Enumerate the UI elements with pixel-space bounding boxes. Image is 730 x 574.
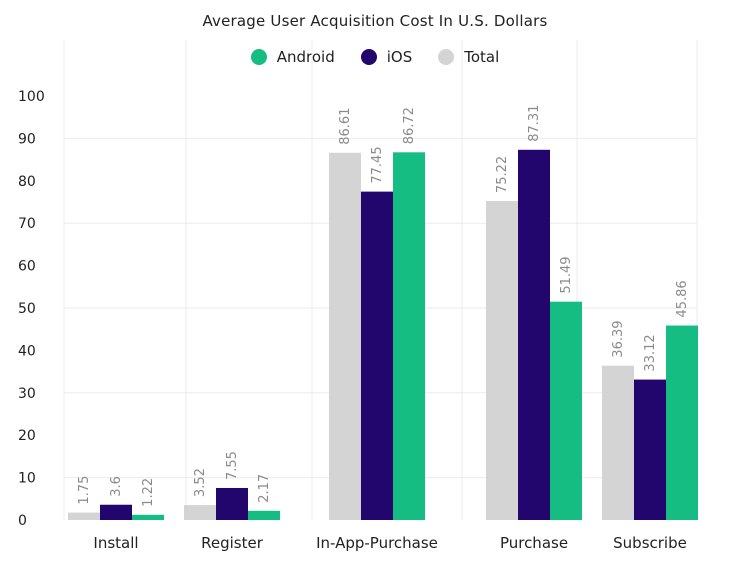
x-tick-label: In-App-Purchase — [316, 534, 438, 552]
bar-total-install — [68, 512, 100, 520]
y-tick-label: 90 — [18, 131, 36, 147]
data-label: 2.17 — [257, 474, 272, 503]
chart-title: Average User Acquisition Cost In U.S. Do… — [202, 12, 548, 30]
data-label: 33.12 — [643, 334, 658, 371]
data-label: 86.72 — [402, 107, 417, 144]
data-label: 3.52 — [193, 468, 208, 497]
y-tick-label: 100 — [18, 89, 45, 105]
data-label: 86.61 — [338, 108, 353, 145]
legend: Android iOS Total — [0, 48, 730, 66]
data-label: 77.45 — [370, 146, 385, 183]
data-label: 51.49 — [559, 256, 574, 293]
legend-label-android: Android — [276, 48, 335, 66]
data-label: 3.6 — [109, 476, 124, 497]
y-tick-label: 70 — [18, 216, 36, 232]
legend-swatch-ios — [360, 49, 377, 65]
legend-label-ios: iOS — [386, 48, 413, 66]
legend-label-total: Total — [464, 48, 500, 66]
bar-total-purchase — [486, 201, 518, 520]
legend-swatch-total — [438, 49, 455, 65]
bar-total-in-app-purchase — [329, 152, 361, 520]
legend-item-ios[interactable]: iOS — [360, 48, 413, 66]
data-label: 1.22 — [141, 478, 156, 507]
x-tick-label: Register — [201, 534, 264, 552]
legend-item-android[interactable]: Android — [250, 48, 335, 66]
y-tick-label: 0 — [18, 513, 27, 529]
y-tick-label: 60 — [18, 259, 36, 275]
bar-total-register — [184, 505, 216, 520]
bar-android-purchase — [550, 301, 582, 520]
legend-item-total[interactable]: Total — [438, 48, 499, 66]
x-tick-label: Subscribe — [613, 534, 687, 552]
bar-ios-install — [100, 504, 132, 520]
legend-swatch-android — [250, 49, 267, 65]
bar-ios-subscribe — [634, 379, 666, 520]
bar-android-in-app-purchase — [393, 152, 425, 521]
data-label: 1.75 — [77, 476, 92, 505]
data-label: 36.39 — [611, 320, 626, 357]
data-label: 75.22 — [495, 156, 510, 193]
bar-android-install — [132, 514, 164, 520]
y-tick-label: 80 — [18, 174, 36, 190]
x-tick-label: Install — [93, 534, 138, 552]
bar-ios-purchase — [518, 149, 550, 520]
y-tick-label: 30 — [18, 386, 36, 402]
y-tick-label: 50 — [18, 301, 36, 317]
data-label: 87.31 — [527, 105, 542, 142]
bar-ios-register — [216, 487, 248, 520]
y-tick-label: 40 — [18, 343, 36, 359]
y-tick-label: 20 — [18, 428, 36, 444]
bar-total-subscribe — [602, 365, 634, 520]
data-label: 7.55 — [225, 451, 240, 480]
bar-android-register — [248, 510, 280, 520]
y-tick-label: 10 — [18, 471, 36, 487]
bar-ios-in-app-purchase — [361, 191, 393, 520]
data-label: 45.86 — [675, 280, 690, 317]
bar-android-subscribe — [666, 325, 698, 520]
x-tick-label: Purchase — [500, 534, 568, 552]
